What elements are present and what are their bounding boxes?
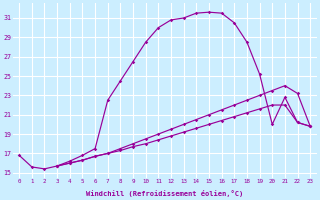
X-axis label: Windchill (Refroidissement éolien,°C): Windchill (Refroidissement éolien,°C): [86, 190, 243, 197]
